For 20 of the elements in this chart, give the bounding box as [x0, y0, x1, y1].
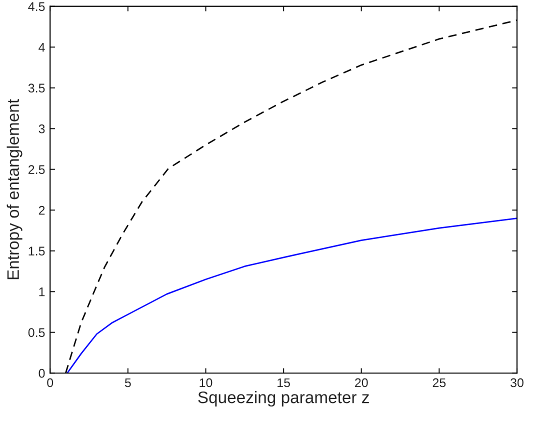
- y-axis-title: Entropy of entanglement: [6, 99, 22, 280]
- y-tick-label: 0.5: [28, 328, 45, 338]
- y-tick-label: 1: [39, 288, 45, 296]
- x-tick-label: 20: [355, 378, 368, 388]
- y-tick-label: 4: [38, 43, 45, 52]
- x-tick-label: 5: [124, 378, 131, 388]
- y-tick-label: 0: [38, 368, 45, 378]
- x-axis-title: Squeezing parameter z: [198, 391, 369, 407]
- x-tick-label: 30: [510, 378, 524, 388]
- y-tick-label: 3: [38, 124, 45, 134]
- y-tick-label: 2.5: [28, 165, 45, 174]
- x-tick-label: 25: [432, 378, 446, 388]
- y-tick-label: 3.5: [28, 84, 45, 93]
- y-tick-label: 4.5: [28, 2, 45, 12]
- x-tick-label: 0: [47, 378, 54, 388]
- y-tick-label: 2: [38, 206, 45, 215]
- x-tick-label: 15: [278, 378, 290, 388]
- y-tick-label: 1.5: [28, 246, 45, 256]
- line-series: [66, 218, 518, 374]
- x-tick-label: 10: [200, 378, 212, 388]
